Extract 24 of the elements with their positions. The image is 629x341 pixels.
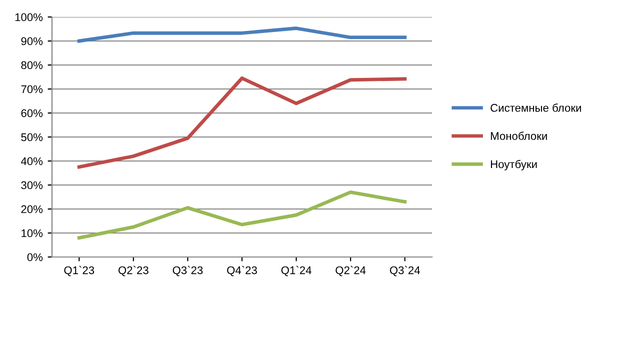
- y-tick-label: 80%: [21, 61, 43, 70]
- x-tick-label: Q3`24: [390, 266, 420, 276]
- y-tick-label: 70%: [21, 85, 43, 94]
- x-tick-label: Q1`24: [281, 266, 312, 276]
- y-tick-label: 30%: [21, 181, 43, 190]
- x-tick-label: Q1`23: [64, 266, 94, 276]
- legend-label: Ноутбуки: [490, 160, 537, 170]
- y-tick-label: 0%: [27, 253, 43, 262]
- x-tick-label: Q3`23: [172, 266, 203, 276]
- x-tick-label: Q4`23: [227, 266, 257, 276]
- y-tick-label: 100%: [15, 13, 43, 22]
- y-tick-label: 20%: [21, 205, 43, 214]
- line-series: [77, 76, 407, 169]
- line-series: [77, 190, 407, 240]
- legend-label: Системные блоки: [490, 104, 581, 112]
- line-series: [77, 26, 407, 43]
- legend-label: Моноблоки: [490, 132, 547, 140]
- y-tick-label: 40%: [20, 157, 43, 166]
- x-tick-label: Q2`23: [118, 266, 148, 276]
- y-tick-label: 10%: [22, 229, 43, 238]
- y-tick-label: 60%: [21, 109, 43, 118]
- y-tick-label: 50%: [21, 133, 43, 142]
- x-tick-label: Q2`24: [336, 266, 366, 276]
- y-tick-label: 90%: [21, 37, 43, 46]
